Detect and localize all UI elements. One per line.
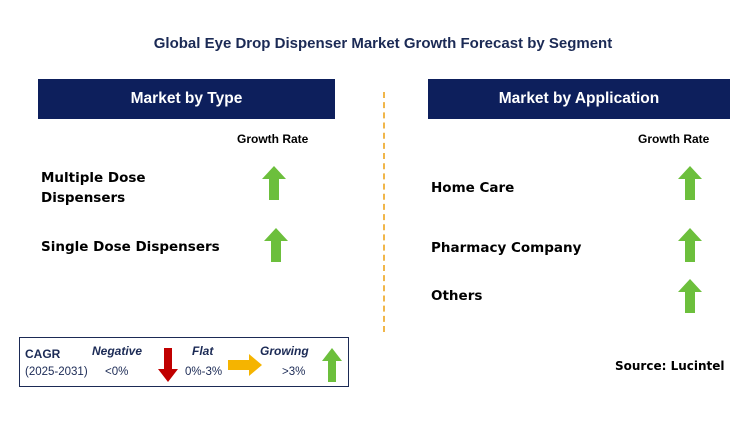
green-up-arrow-icon (678, 166, 702, 200)
type-item-single-dose: Single Dose Dispensers (41, 239, 220, 255)
application-growth-rate-label: Growth Rate (638, 132, 710, 146)
source-note: Source: Lucintel (615, 359, 725, 373)
legend-negative-range: <0% (105, 366, 129, 378)
market-by-application-header: Market by Application (428, 79, 730, 119)
green-up-arrow-icon (678, 228, 702, 262)
type-growth-rate-label: Growth Rate (237, 132, 309, 146)
legend-cagr-label: CAGR (25, 347, 61, 361)
green-up-arrow-icon (262, 166, 286, 200)
green-up-arrow-icon (264, 228, 288, 262)
legend-period: (2025-2031) (25, 366, 88, 378)
legend-growing-range: >3% (282, 366, 306, 378)
red-down-arrow-icon (158, 348, 178, 382)
legend-growing-label: Growing (260, 344, 309, 358)
application-item-pharmacy-company: Pharmacy Company (431, 240, 582, 256)
application-item-home-care: Home Care (431, 180, 515, 196)
page-title: Global Eye Drop Dispenser Market Growth … (153, 35, 613, 52)
green-up-arrow-icon (678, 279, 702, 313)
green-up-arrow-icon (322, 348, 342, 382)
legend-flat-label: Flat (192, 344, 214, 358)
application-item-others: Others (431, 288, 483, 304)
type-item-multiple-dose: Multiple Dose Dispensers (41, 170, 146, 206)
legend-flat-range: 0%-3% (185, 366, 223, 378)
market-by-type-header: Market by Type (38, 79, 335, 119)
yellow-right-arrow-icon (228, 354, 262, 376)
cagr-legend: CAGR (2025-2031) Negative <0% Flat 0%-3%… (19, 337, 349, 387)
legend-negative-label: Negative (92, 344, 143, 358)
panel-divider (383, 92, 385, 332)
